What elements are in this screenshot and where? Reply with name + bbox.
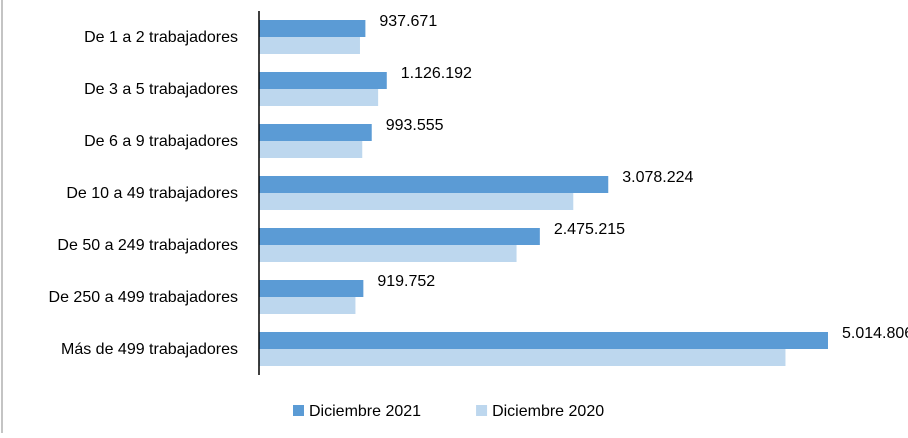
bar [259,37,360,54]
y-tick-label: De 250 a 499 trabajadores [49,289,238,306]
y-tick-label: De 1 a 2 trabajadores [84,29,238,46]
y-tick-label: De 50 a 249 trabajadores [57,237,238,254]
data-label: 3.078.224 [622,169,693,186]
y-tick-label: Más de 499 trabajadores [61,341,238,358]
data-label: 937.671 [379,13,437,30]
bar [259,89,379,106]
bar [259,193,574,210]
bar [259,349,786,366]
y-tick-label: De 3 a 5 trabajadores [84,81,238,98]
bar [259,228,540,245]
bar [259,245,517,262]
legend-swatch [293,405,304,416]
data-label: 2.475.215 [554,221,625,238]
data-label: 5.014.806 [842,325,908,342]
bar [259,124,372,141]
bar [259,297,356,314]
bar [259,20,366,37]
y-tick-label: De 6 a 9 trabajadores [84,133,238,150]
bar [259,332,828,349]
bar [259,280,364,297]
data-label: 1.126.192 [401,65,472,82]
y-tick-label: De 10 a 49 trabajadores [66,185,238,202]
data-label: 919.752 [377,273,435,290]
legend-label: Diciembre 2021 [309,403,421,420]
bar [259,72,387,89]
legend-swatch [476,405,488,416]
data-label: 993.555 [386,117,444,134]
bar [259,176,609,193]
bar [259,141,363,158]
legend-label: Diciembre 2020 [492,403,604,420]
